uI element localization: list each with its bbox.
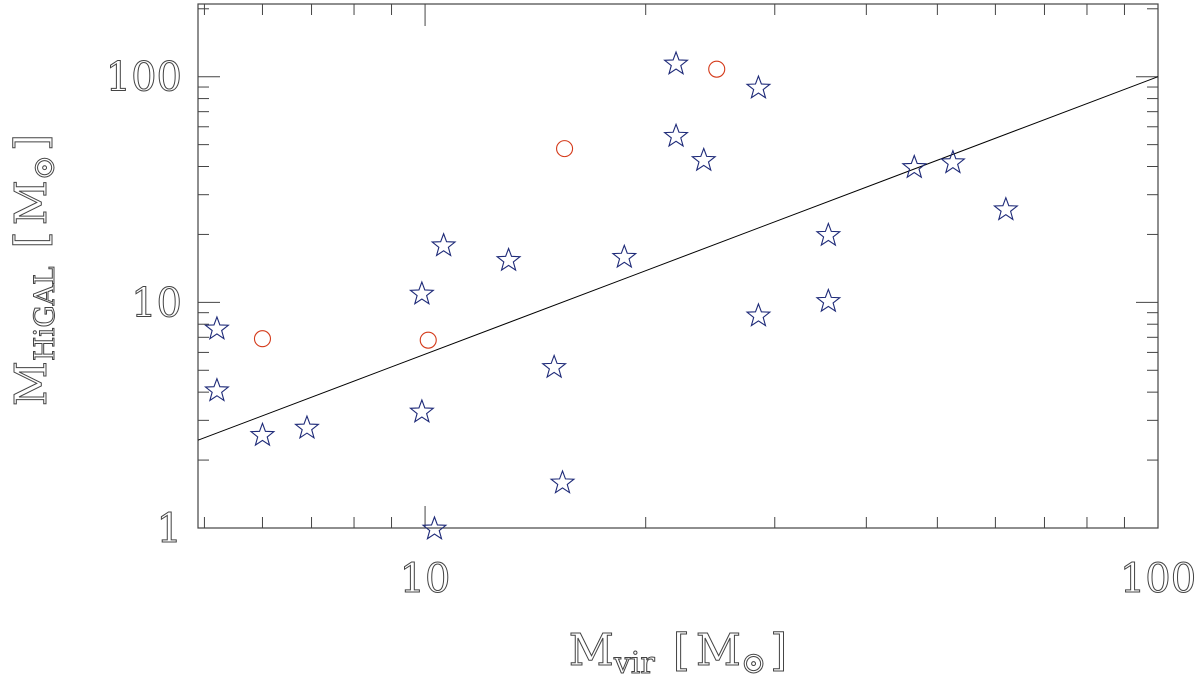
star-marker bbox=[939, 149, 966, 174]
star-marker bbox=[663, 122, 689, 148]
axis-ticks bbox=[198, 4, 1159, 529]
plot-border bbox=[197, 3, 1159, 529]
circle-marker bbox=[556, 140, 574, 158]
y-axis-label-bracket-close: ] bbox=[6, 134, 57, 151]
star-marker bbox=[745, 74, 772, 100]
y-axis-label-sub: HiGAL bbox=[28, 266, 61, 361]
star-marker bbox=[690, 146, 717, 172]
star-marker bbox=[203, 315, 230, 340]
y-tick-label: 1 bbox=[157, 506, 182, 552]
y-tick-label: 10 bbox=[131, 280, 182, 326]
x-axis-label-bracket-close: ] bbox=[770, 625, 787, 675]
x-axis-label-main: M bbox=[569, 625, 614, 675]
y-axis-label-bracket-open: [ bbox=[6, 231, 57, 248]
x-axis-label: Mvir[M⊙] bbox=[569, 625, 788, 675]
y-axis-label-unit: M bbox=[6, 180, 57, 225]
star-marker bbox=[815, 221, 842, 247]
star-marker bbox=[992, 196, 1019, 221]
y-axis-label-sun-symbol: ⊙ bbox=[27, 155, 62, 180]
star-marker bbox=[430, 232, 457, 257]
tick-labels: 10 100 1 10 100 bbox=[105, 54, 1197, 602]
star-marker bbox=[249, 421, 276, 447]
star-marker bbox=[408, 280, 435, 306]
star-marker bbox=[203, 377, 230, 402]
x-axis-label-sun-symbol: ⊙ bbox=[741, 646, 766, 675]
x-axis-label-sub: vir bbox=[613, 646, 656, 675]
x-tick-label: 10 bbox=[400, 556, 451, 602]
star-marker bbox=[294, 414, 320, 440]
star-marker bbox=[611, 243, 638, 269]
star-marker bbox=[495, 246, 522, 272]
star-marker bbox=[745, 302, 772, 327]
star-marker bbox=[815, 287, 842, 313]
x-tick-label: 100 bbox=[1120, 556, 1196, 602]
circle-marker bbox=[419, 331, 437, 349]
reference-line-group bbox=[197, 76, 1159, 441]
plot-frame bbox=[197, 3, 1159, 529]
y-axis-label-main: M bbox=[6, 361, 57, 406]
star-marker bbox=[541, 353, 568, 379]
circle-marker bbox=[253, 330, 272, 348]
y-axis-label: MHiGAL[M⊙] bbox=[6, 134, 62, 406]
star-marker bbox=[901, 153, 928, 179]
x-axis-label-unit: M bbox=[696, 625, 741, 675]
star-marker bbox=[549, 469, 576, 494]
star-marker bbox=[408, 398, 435, 423]
circle-marker bbox=[708, 60, 726, 78]
data-markers bbox=[203, 50, 1019, 540]
x-axis-label-bracket-open: [ bbox=[673, 625, 690, 675]
reference-line bbox=[197, 76, 1159, 441]
y-tick-label: 100 bbox=[106, 55, 182, 101]
star-marker bbox=[421, 515, 448, 540]
star-marker bbox=[663, 50, 689, 76]
